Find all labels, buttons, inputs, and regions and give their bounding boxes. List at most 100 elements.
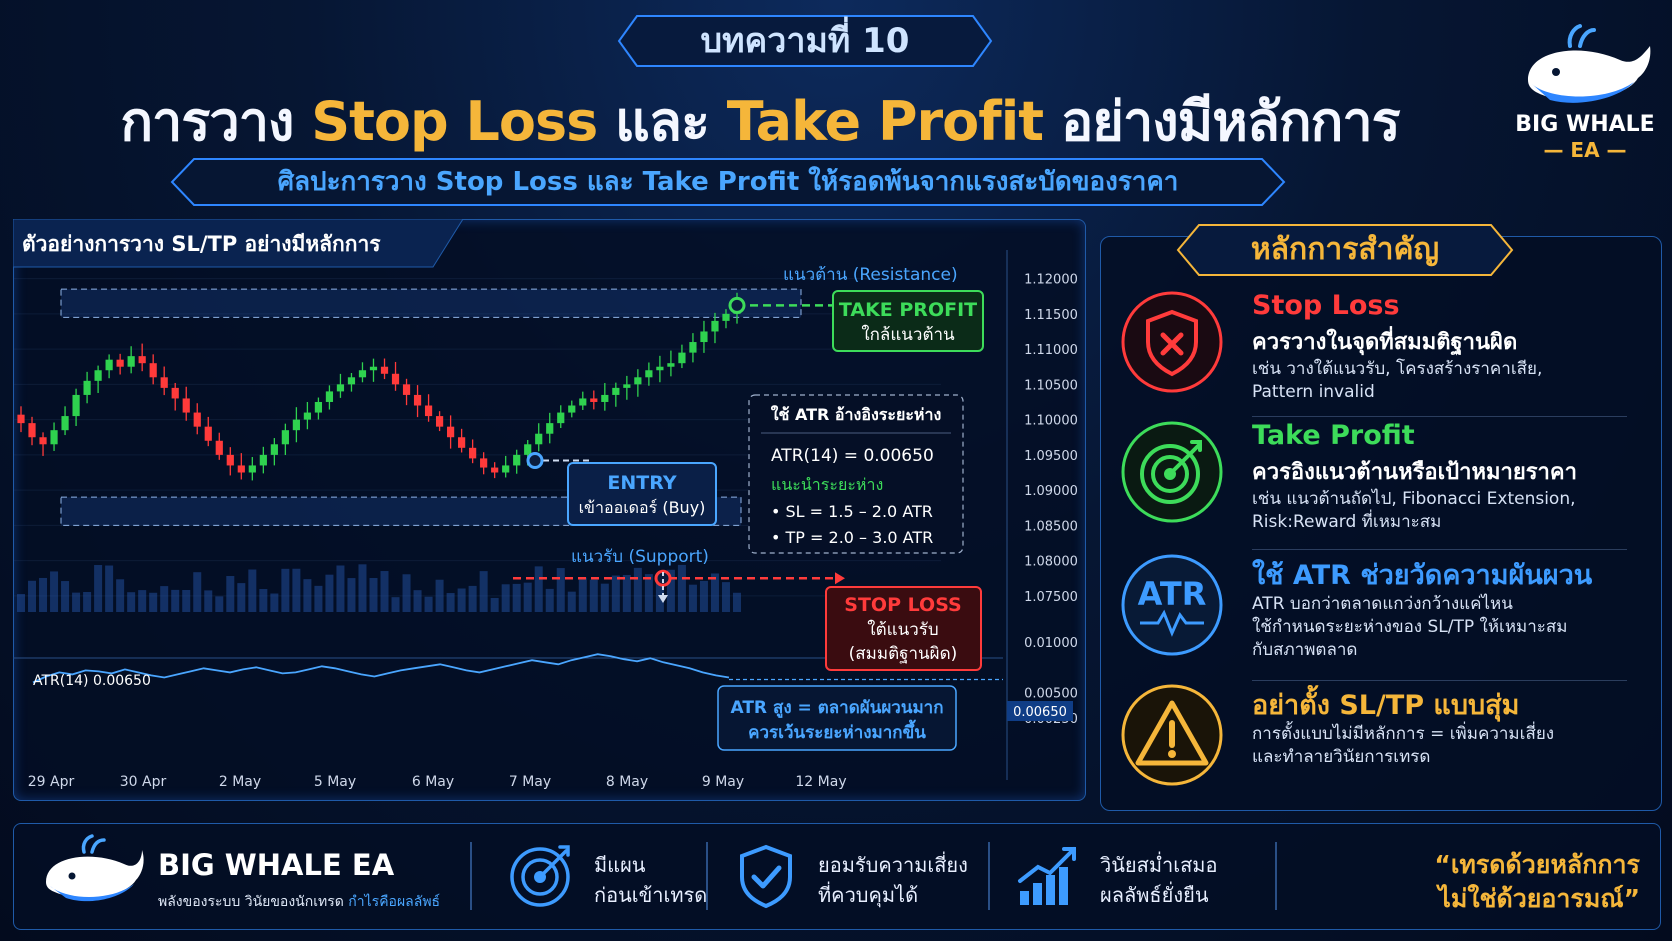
candle-body	[700, 331, 708, 343]
footer-item-line2: ก่อนเข้าเทรด	[594, 883, 708, 907]
volume-bar	[721, 582, 730, 612]
candle-body	[612, 387, 620, 395]
price-tick-label: 1.09000	[1024, 484, 1078, 499]
candle-body	[149, 363, 157, 378]
price-tick-label: 1.11500	[1024, 308, 1078, 323]
take-profit-box-title: TAKE PROFIT	[839, 299, 977, 321]
volume-bar	[303, 579, 312, 612]
volume-bar	[490, 597, 499, 612]
volume-bar	[259, 589, 268, 612]
price-tick-label: 1.08500	[1024, 519, 1078, 534]
stop-loss-box-title: STOP LOSS	[844, 594, 961, 616]
title-highlight-take-profit: Take Profit	[726, 90, 1044, 153]
volume-bar	[17, 594, 25, 612]
logo-ea: — EA —	[1543, 138, 1627, 162]
volume-bar	[479, 571, 488, 612]
volume-bar	[149, 592, 158, 612]
principle-desc-2: Risk:Reward ที่เหมาะสม	[1252, 512, 1442, 532]
atr-icon: ATR	[1121, 554, 1223, 656]
candle-body	[83, 380, 91, 395]
x-tick-label: 8 May	[606, 774, 648, 790]
candle-body	[182, 398, 190, 413]
volume-bar	[292, 568, 301, 612]
chart-title: ตัวอย่างการวาง SL/TP อย่างมีหลักการ	[22, 232, 381, 256]
price-tick-label: 1.12000	[1024, 273, 1078, 288]
x-tick-label: 6 May	[412, 774, 454, 790]
candle-body	[634, 377, 642, 385]
footer-item-risk: ยอมรับความเสี่ยงที่ควบคุมได้	[818, 850, 968, 910]
candle-body	[535, 433, 543, 445]
candle-body	[314, 401, 323, 413]
price-chart: 1.12000 1.11500 1.11000 1.10500 1.10000 1.095…	[13, 250, 1078, 790]
principle-desc: ATR บอกว่าตลาดแกว่งกว้างแค่ไหน ใช้กำหนดระ…	[1252, 593, 1568, 662]
volume-bar	[501, 584, 510, 612]
volume-bar	[28, 580, 37, 612]
atr-indicator-label: ATR(14) 0.00650	[33, 673, 151, 689]
divider	[1252, 416, 1627, 417]
footer-item-line1: ยอมรับความเสี่ยง	[818, 853, 968, 877]
whale-icon	[1528, 24, 1651, 103]
volume-bar	[611, 575, 620, 612]
volume-bar	[182, 589, 191, 612]
volume-bar	[94, 565, 103, 612]
price-tick-label: 1.09500	[1024, 449, 1078, 464]
candle-body	[281, 430, 289, 445]
volume-bar	[193, 572, 202, 612]
atr-info-value: ATR(14) = 0.00650	[771, 446, 934, 466]
price-tick-label: 1.10000	[1024, 414, 1078, 429]
principle-desc-3: กับสภาพตลาด	[1252, 640, 1358, 660]
volume-bar	[644, 574, 653, 612]
atr-line	[32, 653, 730, 684]
principles-header-frame	[1176, 224, 1514, 276]
atr-note-line2: ควรเว้นระยะห่างมากขึ้น	[748, 719, 926, 743]
principle-desc-1: การตั้งแบบไม่มีหลักการ = เพิ่มความเสี่ยง	[1252, 724, 1555, 744]
candle-body	[689, 342, 697, 353]
article-badge: บทความที่ 10	[615, 12, 995, 70]
candle-body	[204, 426, 212, 441]
volume-bar	[545, 588, 554, 612]
candle-body	[568, 405, 576, 413]
candle-body	[105, 359, 113, 371]
principle-title: Stop Loss	[1252, 290, 1400, 321]
divider	[470, 842, 472, 910]
candle-body	[402, 384, 411, 395]
subtitle-banner: ศิลปะการวาง Stop Loss และ Take Profit ให…	[168, 156, 1288, 208]
principle-desc-2: ใช้กำหนดระยะห่างของ SL/TP ให้เหมาะสม	[1252, 617, 1568, 637]
take-profit-box-sub: ใกล้แนวต้าน	[861, 324, 955, 345]
candle-body	[480, 458, 488, 468]
volume-bar	[666, 569, 675, 612]
principles-title: หลักการสำคัญ	[1250, 232, 1440, 267]
footer-brand: BIG WHALE EA	[158, 848, 395, 882]
candle-body	[270, 444, 278, 455]
volume-bar	[72, 592, 81, 612]
principle-title: อย่าตั้ง SL/TP แบบสุ่ม	[1252, 690, 1520, 721]
footer-tagline-text: พลังของระบบ วินัยของนักเทรด	[158, 894, 349, 910]
footer-item-line1: วินัยสม่ำเสมอ	[1100, 853, 1218, 877]
candle-body	[413, 394, 422, 406]
atr-info-tp: • TP = 2.0 – 3.0 ATR	[771, 528, 933, 547]
volume-bar	[204, 590, 213, 612]
volume-bar	[733, 592, 741, 612]
entry-box	[567, 462, 717, 526]
target-icon	[1121, 421, 1223, 523]
volume-bar	[171, 589, 180, 612]
x-axis: 29 Apr 30 Apr 2 May 5 May 6 May 7 May 8 May 9 M…	[28, 774, 847, 790]
candle-body	[524, 444, 532, 455]
candle-body	[138, 356, 146, 364]
candle-body	[458, 437, 466, 448]
candle-body	[215, 440, 223, 455]
volume-bar	[336, 565, 345, 612]
badge-frame	[617, 15, 993, 67]
candlesticks	[17, 292, 741, 481]
x-tick-label: 7 May	[509, 774, 551, 790]
candle-body	[469, 447, 477, 459]
volume-bar	[699, 580, 708, 612]
footer-item-line2: ที่ควบคุมได้	[818, 883, 919, 907]
volume-bar	[710, 573, 719, 612]
candle-body	[424, 405, 433, 417]
atr-note-line1: ATR สูง = ตลาดผันผวนมาก	[731, 698, 944, 719]
stop-loss-box	[825, 586, 982, 671]
entry-marker	[526, 452, 544, 470]
volume-bar	[556, 568, 565, 612]
volume-bar	[622, 574, 631, 612]
